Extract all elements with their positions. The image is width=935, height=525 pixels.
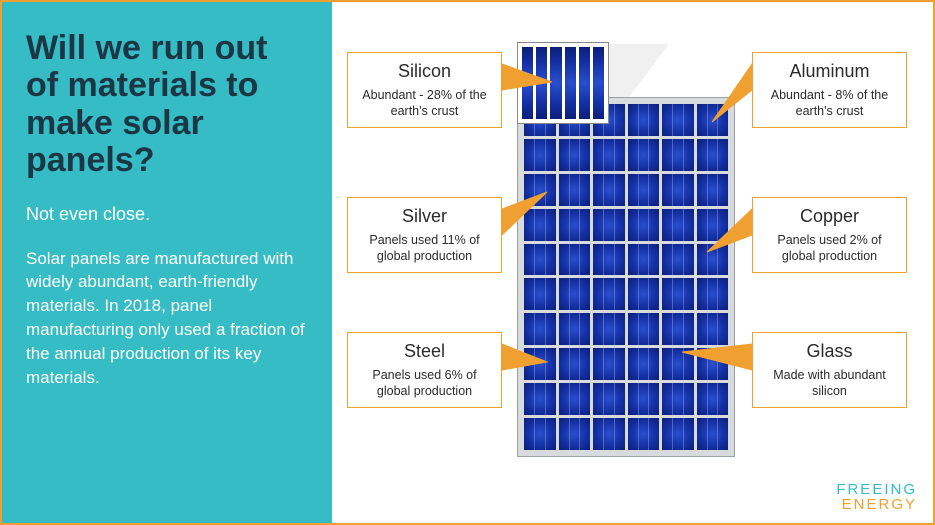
callout-desc: Panels used 6% of global production: [358, 368, 491, 399]
cell-stripe: [522, 47, 533, 119]
slide-container: Will we run out of materials to make sol…: [0, 0, 935, 525]
solar-cell: [662, 244, 694, 276]
solar-cell: [697, 383, 729, 415]
solar-cell: [697, 418, 729, 450]
solar-cell: [559, 174, 591, 206]
callout-title: Silicon: [358, 61, 491, 82]
callout-aluminum: Aluminum Abundant - 8% of the earth's cr…: [752, 52, 907, 128]
solar-cell: [697, 104, 729, 136]
solar-cell: [662, 418, 694, 450]
solar-cell: [524, 383, 556, 415]
solar-cell: [662, 139, 694, 171]
callout-desc: Made with abundant silicon: [763, 368, 896, 399]
left-panel: Will we run out of materials to make sol…: [2, 2, 332, 523]
callout-title: Copper: [763, 206, 896, 227]
slide-body: Solar panels are manufactured with widel…: [26, 247, 308, 390]
solar-cell: [662, 313, 694, 345]
solar-cell: [524, 418, 556, 450]
solar-cell: [559, 209, 591, 241]
solar-cell: [593, 244, 625, 276]
callout-title: Silver: [358, 206, 491, 227]
callout-title: Glass: [763, 341, 896, 362]
zoomed-cell: [517, 42, 609, 124]
solar-cell: [524, 209, 556, 241]
solar-cell: [628, 348, 660, 380]
logo-line2: ENERGY: [836, 497, 917, 513]
solar-cell: [662, 348, 694, 380]
solar-cell: [662, 104, 694, 136]
solar-panel: [517, 97, 735, 457]
callout-steel: Steel Panels used 6% of global productio…: [347, 332, 502, 408]
callout-title: Aluminum: [763, 61, 896, 82]
solar-cell: [593, 383, 625, 415]
solar-cell: [662, 209, 694, 241]
callout-desc: Panels used 2% of global production: [763, 233, 896, 264]
solar-cell: [628, 313, 660, 345]
solar-cell: [559, 313, 591, 345]
diagram-area: Silicon Abundant - 28% of the earth's cr…: [332, 2, 933, 523]
solar-cell: [697, 278, 729, 310]
solar-cell: [524, 348, 556, 380]
solar-cell: [593, 313, 625, 345]
solar-cell: [559, 278, 591, 310]
solar-cell: [524, 278, 556, 310]
solar-cell: [697, 313, 729, 345]
solar-cell: [593, 174, 625, 206]
solar-cell: [559, 418, 591, 450]
solar-cell: [593, 209, 625, 241]
solar-cell: [662, 174, 694, 206]
cell-stripe: [550, 47, 561, 119]
solar-cell: [628, 104, 660, 136]
solar-cell: [559, 139, 591, 171]
solar-cell: [697, 174, 729, 206]
solar-cell: [593, 278, 625, 310]
solar-cell: [628, 244, 660, 276]
cell-stripe: [579, 47, 590, 119]
solar-cell: [559, 244, 591, 276]
solar-cell: [593, 348, 625, 380]
solar-cell: [697, 209, 729, 241]
solar-cell: [628, 383, 660, 415]
slide-subtitle: Not even close.: [26, 204, 308, 225]
solar-cell: [628, 209, 660, 241]
brand-logo: FREEING ENERGY: [836, 482, 917, 514]
solar-cell: [628, 139, 660, 171]
callout-desc: Panels used 11% of global production: [358, 233, 491, 264]
callout-silver: Silver Panels used 11% of global product…: [347, 197, 502, 273]
cell-stripe: [565, 47, 576, 119]
callout-glass: Glass Made with abundant silicon: [752, 332, 907, 408]
solar-cell: [697, 244, 729, 276]
solar-cell: [593, 418, 625, 450]
solar-cell: [662, 383, 694, 415]
solar-cell: [593, 139, 625, 171]
slide-title: Will we run out of materials to make sol…: [26, 30, 308, 180]
solar-cell: [559, 383, 591, 415]
callout-desc: Abundant - 28% of the earth's crust: [358, 88, 491, 119]
solar-cell: [524, 244, 556, 276]
solar-cell: [628, 278, 660, 310]
solar-cell: [524, 313, 556, 345]
solar-cell: [524, 139, 556, 171]
logo-line1: FREEING: [836, 482, 917, 498]
solar-cell: [559, 348, 591, 380]
solar-cell: [697, 139, 729, 171]
solar-cell: [524, 174, 556, 206]
solar-cell: [628, 418, 660, 450]
callout-desc: Abundant - 8% of the earth's crust: [763, 88, 896, 119]
callout-silicon: Silicon Abundant - 28% of the earth's cr…: [347, 52, 502, 128]
callout-title: Steel: [358, 341, 491, 362]
solar-cell: [662, 278, 694, 310]
solar-cell: [628, 174, 660, 206]
solar-cell: [697, 348, 729, 380]
cell-stripe: [593, 47, 604, 119]
callout-copper: Copper Panels used 2% of global producti…: [752, 197, 907, 273]
cell-stripe: [536, 47, 547, 119]
